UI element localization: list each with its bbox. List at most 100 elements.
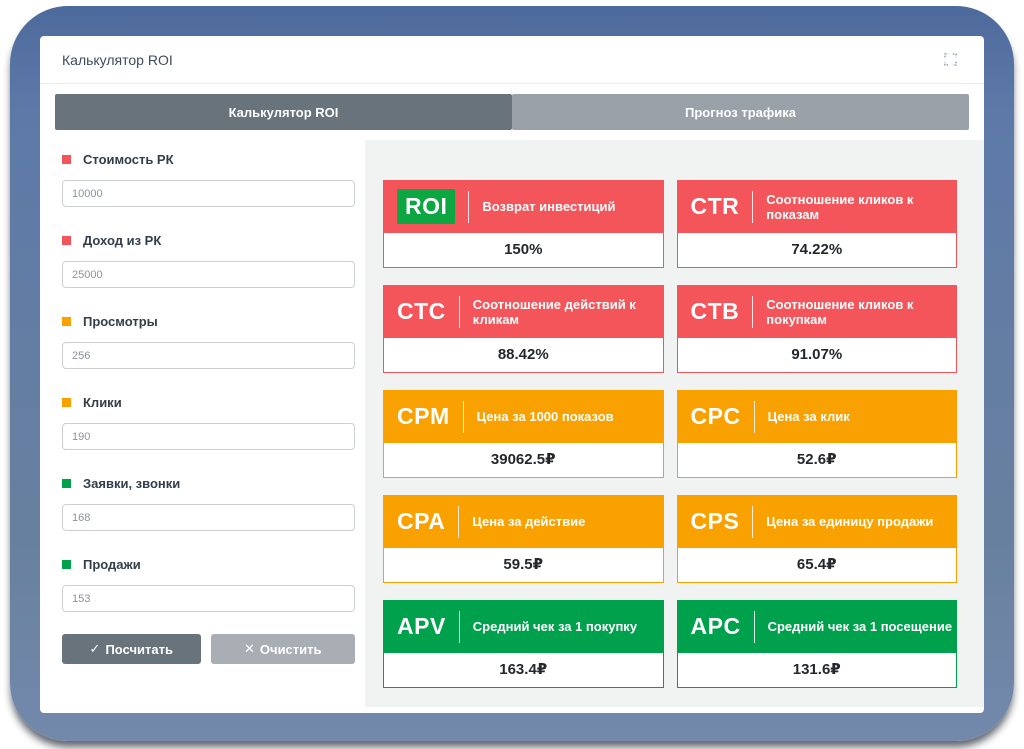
field-label: Продажи [62, 557, 355, 572]
metric-card: CTB Соотношение кликов к покупкам 91.07% [676, 285, 957, 373]
field-input[interactable] [62, 423, 355, 450]
metric-value: 150% [383, 233, 664, 268]
metric-card: CTR Соотношение кликов к показам 74.22% [676, 180, 957, 268]
metric-card: CTC Соотношение действий к кликам 88.42% [383, 285, 664, 373]
fullscreen-icon[interactable] [942, 52, 958, 68]
field-label: Просмотры [62, 314, 355, 329]
field-input[interactable] [62, 180, 355, 207]
metric-abbr: CTR [690, 193, 740, 219]
field-label-text: Клики [83, 395, 122, 410]
form-field: Доход из РК [62, 233, 355, 288]
metric-divider [462, 400, 464, 433]
metric-abbr: CPM [397, 403, 450, 429]
metric-header: CTC Соотношение действий к кликам [383, 285, 664, 338]
metric-value: 88.42% [383, 338, 664, 373]
metric-value: 59.5₽ [383, 548, 664, 583]
form-field: Клики [62, 395, 355, 450]
metric-abbr: CPS [690, 508, 740, 534]
metric-header: CPA Цена за действие [383, 495, 664, 548]
metric-header: CPM Цена за 1000 показов [383, 390, 664, 443]
metric-card: CPA Цена за действие 59.5₽ [383, 495, 664, 583]
metric-header: CPC Цена за клик [676, 390, 957, 443]
field-color-square-icon [62, 560, 71, 569]
metric-card: CPC Цена за клик 52.6₽ [676, 390, 957, 478]
metric-header: CPS Цена за единицу продажи [676, 495, 957, 548]
metric-abbr: APV [397, 613, 446, 639]
metric-value: 65.4₽ [676, 548, 957, 583]
metric-divider [752, 505, 754, 538]
metric-abbr: CPC [690, 403, 741, 429]
metric-card: APV Средний чек за 1 покупку 163.4₽ [383, 600, 664, 688]
metric-value: 74.22% [676, 233, 957, 268]
metric-divider [458, 610, 460, 643]
field-label-text: Продажи [83, 557, 141, 572]
form-field: Продажи [62, 557, 355, 612]
metric-divider [752, 295, 754, 328]
metric-value: 91.07% [676, 338, 957, 373]
metric-title: Соотношение кликов к покупкам [766, 296, 914, 327]
metric-abbr: CTC [397, 298, 446, 324]
field-label: Клики [62, 395, 355, 410]
metric-value: 39062.5₽ [383, 443, 664, 478]
metric-header: ROI Возврат инвестиций [383, 180, 664, 233]
metric-title: Возврат инвестиций [482, 199, 616, 214]
field-color-square-icon [62, 155, 71, 164]
metric-abbr: ROI [397, 189, 456, 224]
metric-divider [468, 190, 470, 223]
field-label-text: Просмотры [83, 314, 158, 329]
metric-title: Цена за действие [472, 514, 586, 529]
clear-button[interactable]: ✕ Очистить [210, 634, 355, 664]
metric-title: Средний чек за 1 посещение [767, 619, 953, 634]
form-panel: Стоимость РК Доход из РК Просмотры Клики… [40, 140, 365, 707]
form-field: Стоимость РК [62, 152, 355, 207]
calculate-button[interactable]: ✓ Посчитать [62, 634, 201, 664]
window-title: Калькулятор ROI [62, 51, 173, 68]
metric-header: APV Средний чек за 1 покупку [383, 600, 664, 653]
app-card: Калькулятор ROI Калькулятор ROI Прогноз … [40, 36, 984, 713]
metric-divider [458, 505, 460, 538]
field-label: Стоимость РК [62, 152, 355, 167]
form-field: Заявки, звонки [62, 476, 355, 531]
tab-roi-calculator[interactable]: Калькулятор ROI [55, 94, 512, 130]
metric-abbr: CPA [397, 508, 446, 534]
metric-divider [753, 400, 755, 433]
metric-card: CPM Цена за 1000 показов 39062.5₽ [383, 390, 664, 478]
check-icon: ✓ [89, 641, 101, 656]
field-input[interactable] [62, 504, 355, 531]
field-color-square-icon [62, 398, 71, 407]
field-label-text: Стоимость РК [83, 152, 174, 167]
form-field: Просмотры [62, 314, 355, 369]
metric-divider [752, 190, 754, 223]
field-input[interactable] [62, 585, 355, 612]
metric-value: 131.6₽ [676, 653, 957, 688]
metric-divider [753, 610, 755, 643]
tab-bar: Калькулятор ROI Прогноз трафика [55, 94, 969, 130]
field-input[interactable] [62, 342, 355, 369]
metric-value: 163.4₽ [383, 653, 664, 688]
x-icon: ✕ [244, 641, 255, 656]
metric-header: CTR Соотношение кликов к показам [676, 180, 957, 233]
metric-title: Цена за 1000 показов [476, 409, 614, 424]
metric-divider [458, 295, 460, 328]
tab-traffic-forecast[interactable]: Прогноз трафика [512, 94, 969, 130]
window-header: Калькулятор ROI [40, 36, 984, 84]
results-panel: ROI Возврат инвестиций 150% CTR Соотноше… [365, 140, 984, 707]
field-label: Доход из РК [62, 233, 355, 248]
metric-card: APC Средний чек за 1 посещение 131.6₽ [676, 600, 957, 688]
field-label: Заявки, звонки [62, 476, 355, 491]
field-color-square-icon [62, 236, 71, 245]
metric-abbr: CTB [690, 298, 740, 324]
metric-title: Соотношение кликов к показам [766, 191, 914, 222]
metric-card: CPS Цена за единицу продажи 65.4₽ [676, 495, 957, 583]
metric-card: ROI Возврат инвестиций 150% [383, 180, 664, 268]
browser-frame: Калькулятор ROI Калькулятор ROI Прогноз … [10, 6, 1014, 741]
field-color-square-icon [62, 317, 71, 326]
metric-title: Цена за единицу продажи [766, 514, 934, 529]
field-color-square-icon [62, 479, 71, 488]
metric-abbr: APC [690, 613, 741, 639]
metric-value: 52.6₽ [676, 443, 957, 478]
field-label-text: Заявки, звонки [83, 476, 181, 491]
metric-title: Соотношение действий к кликам [472, 296, 636, 327]
metric-title: Цена за клик [767, 409, 850, 424]
field-input[interactable] [62, 261, 355, 288]
